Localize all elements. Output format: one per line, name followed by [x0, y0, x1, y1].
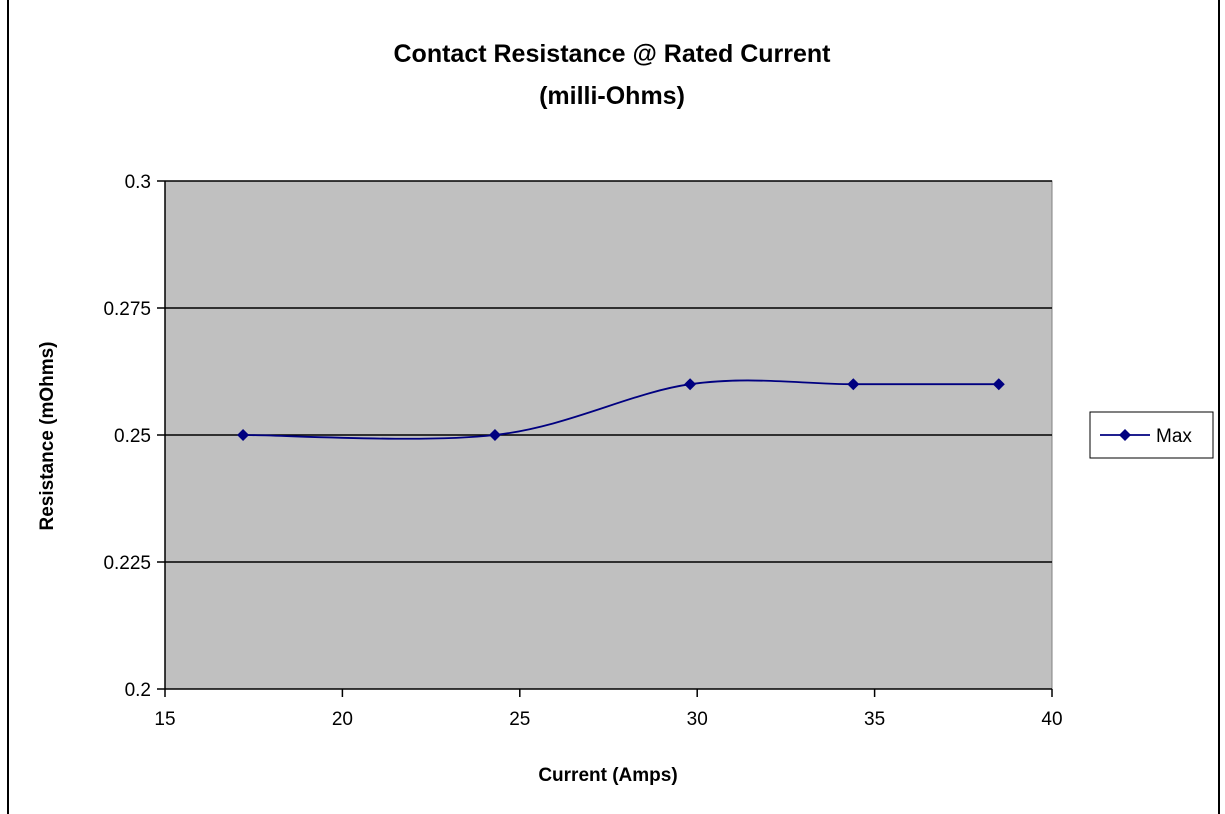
axes — [157, 180, 1053, 697]
y-tick-label-0: 0.2 — [125, 680, 151, 701]
chart-title: Contact Resistance @ Rated Current — [394, 40, 832, 68]
series-markers-max — [237, 378, 1005, 441]
y-tick-label-4: 0.3 — [125, 172, 151, 193]
y-tick-label-1: 0.225 — [103, 553, 151, 574]
x-tick-label-0: 15 — [154, 709, 175, 730]
series-line-max — [243, 379, 999, 440]
data-point-max-3 — [847, 378, 860, 391]
x-tick-label-5: 40 — [1041, 709, 1062, 730]
legend-label-max: Max — [1156, 426, 1192, 447]
x-tick-label-4: 35 — [864, 709, 885, 730]
legend-diamond-icon — [1119, 429, 1131, 441]
y-axis-title: Resistance (mOhms) — [37, 341, 58, 530]
x-tick-label-1: 20 — [332, 709, 353, 730]
x-tick-label-2: 25 — [509, 709, 530, 730]
x-tick-label-3: 30 — [687, 709, 708, 730]
x-axis-title: Current (Amps) — [538, 765, 677, 786]
data-point-max-1 — [488, 429, 501, 441]
data-point-max-4 — [992, 378, 1005, 391]
y-tick-label-2: 0.25 — [114, 426, 151, 447]
tick-labels: 0.2 0.225 0.25 0.275 0.3 15 20 25 30 35 40 — [103, 172, 1062, 730]
chart-subtitle: (milli-Ohms) — [539, 82, 685, 110]
data-point-max-0 — [237, 429, 250, 441]
y-tick-label-3: 0.275 — [103, 299, 151, 320]
data-point-max-2 — [684, 378, 697, 391]
legend: Max — [1089, 411, 1214, 459]
grid-lines — [165, 180, 1052, 563]
